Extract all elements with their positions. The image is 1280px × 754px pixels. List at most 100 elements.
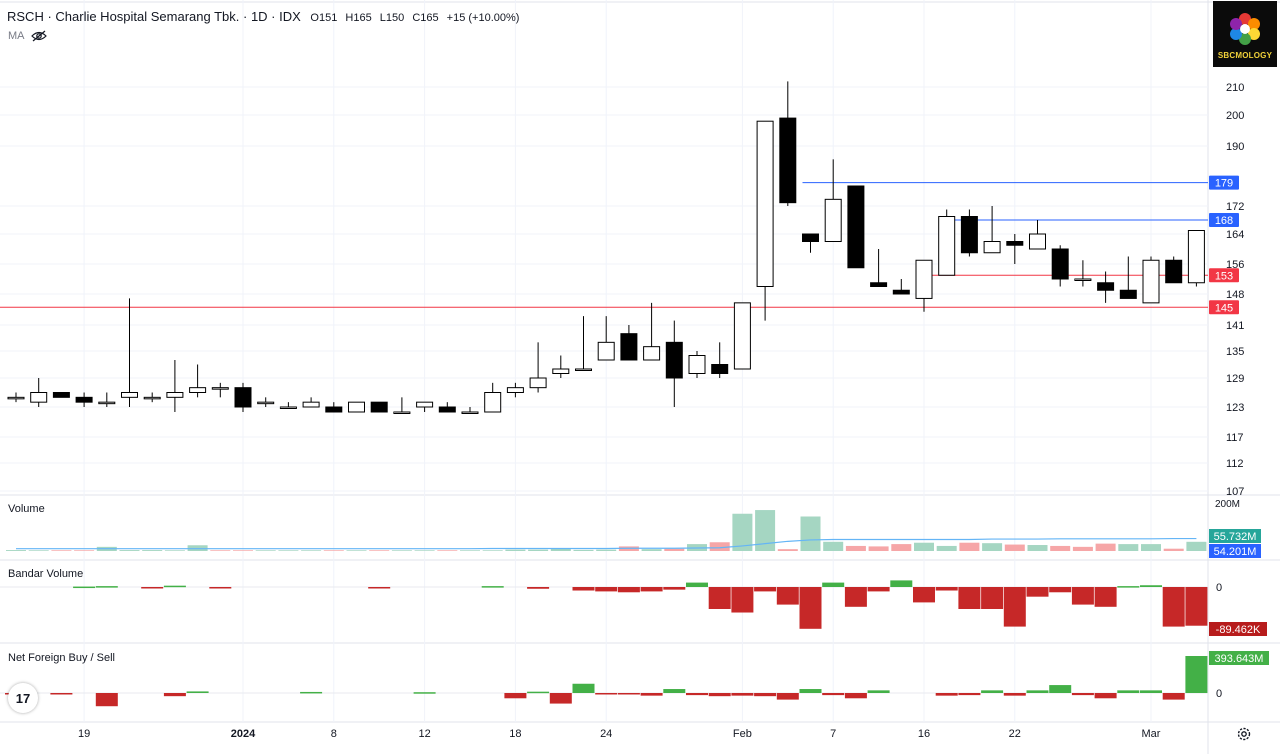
candle-body <box>1142 259 1160 304</box>
bandar-bar <box>73 586 96 589</box>
foreign-bar <box>1071 693 1094 696</box>
bandar-bar <box>867 587 890 592</box>
candle-body <box>506 387 524 393</box>
candle-body <box>711 364 729 374</box>
volume-bar <box>914 542 934 551</box>
volume-bar <box>255 550 276 551</box>
bandar-bar <box>617 587 640 593</box>
bandar-bar <box>368 587 391 589</box>
foreign-bar <box>663 689 686 693</box>
candle-body <box>1006 241 1024 246</box>
bandar-bar <box>822 582 845 587</box>
candle-body <box>643 346 661 361</box>
bandar-bar <box>799 587 822 629</box>
ohlc-values: O151 H165 L150 C165 +15 (+10.00%) <box>310 12 524 24</box>
level-badge <box>1209 213 1239 227</box>
price-tick-label: 210 <box>1226 82 1244 94</box>
candle-body <box>1097 282 1115 291</box>
bandar-bar <box>481 586 504 588</box>
candle-body <box>121 392 138 398</box>
candle-body <box>983 241 1001 254</box>
candle-body <box>189 387 207 393</box>
bandar-bar <box>163 585 186 588</box>
eye-off-icon[interactable] <box>30 30 47 42</box>
candle-body <box>847 185 865 269</box>
candle-body <box>98 401 116 405</box>
foreign-bar <box>572 683 595 693</box>
volume-bar <box>641 549 662 551</box>
bandar-bar <box>640 587 663 592</box>
bandar-bar <box>663 587 686 590</box>
volume-bar <box>505 549 526 551</box>
price-tick-label: 135 <box>1226 346 1244 358</box>
bandar-bar <box>890 580 913 587</box>
bandar-pane-title: Bandar Volume <box>8 568 84 580</box>
volume-bar <box>482 550 503 551</box>
volume-bar <box>891 544 912 551</box>
foreign-bar <box>981 690 1004 693</box>
low-value: L150 <box>379 12 405 24</box>
bandar-bar <box>141 587 164 589</box>
volume-bar <box>1118 544 1139 551</box>
bandar-bar <box>1185 587 1208 626</box>
bandar-bar <box>595 587 618 592</box>
volume-bar <box>414 550 435 551</box>
foreign-bar <box>867 690 890 693</box>
time-tick-label: 16 <box>918 728 930 740</box>
volume-bar <box>164 550 185 551</box>
volume-ma-label: 54.201M <box>1214 546 1257 558</box>
volume-ma-badge <box>1209 544 1261 558</box>
gear-icon[interactable] <box>1236 726 1252 742</box>
candle-body <box>166 392 184 398</box>
foreign-bar <box>1117 690 1140 693</box>
volume-bar <box>596 549 617 551</box>
foreign-bar <box>300 691 323 694</box>
bandar-bar <box>1003 587 1026 627</box>
volume-bar <box>1163 548 1184 551</box>
foreign-bar <box>617 693 640 695</box>
price-tick-label: 156 <box>1226 259 1244 271</box>
tradingview-logo[interactable]: 17 <box>8 683 38 713</box>
candle-body <box>756 120 774 287</box>
open-value: O151 <box>310 12 338 24</box>
bandar-bar <box>935 587 958 591</box>
candle-body <box>348 401 365 413</box>
foreign-bar <box>822 693 845 696</box>
candle-body <box>1165 259 1183 284</box>
foreign-bar <box>844 693 867 699</box>
time-tick-label: 18 <box>509 728 521 740</box>
candle-body <box>1051 248 1069 280</box>
volume-bar <box>301 550 322 551</box>
bandar-bar <box>981 587 1004 609</box>
ma-indicator[interactable]: MA <box>8 30 47 42</box>
volume-bar <box>550 548 571 551</box>
candle-body <box>733 302 751 370</box>
bandar-bar <box>731 587 754 613</box>
bandar-bar <box>686 582 708 587</box>
bandar-bar <box>572 587 595 591</box>
volume-bar <box>369 550 390 551</box>
bandar-zero-label: 0 <box>1216 582 1222 594</box>
foreign-last-label: 393.643M <box>1215 653 1264 665</box>
foreign-bar <box>731 693 754 696</box>
foreign-bar <box>776 693 799 700</box>
price-tick-label: 141 <box>1226 320 1244 332</box>
volume-bar <box>573 549 594 551</box>
volume-bar <box>51 550 72 551</box>
volume-bar <box>210 550 231 551</box>
watermark-logo: SBCMOLOGY <box>1213 1 1277 67</box>
candle-body <box>484 392 502 413</box>
bandar-bar <box>1094 587 1117 607</box>
volume-bar <box>1186 541 1207 551</box>
foreign-pane-title: Net Foreign Buy / Sell <box>8 652 115 664</box>
candle-body <box>575 368 592 371</box>
foreign-bar <box>1026 690 1049 693</box>
volume-tick-label: 200M <box>1215 499 1240 510</box>
price-tick-label: 129 <box>1226 373 1244 385</box>
candle-body <box>688 355 706 374</box>
foreign-bar <box>958 693 981 696</box>
candle-body <box>1029 233 1046 250</box>
level-label: 179 <box>1215 178 1233 190</box>
volume-bar <box>437 550 458 551</box>
